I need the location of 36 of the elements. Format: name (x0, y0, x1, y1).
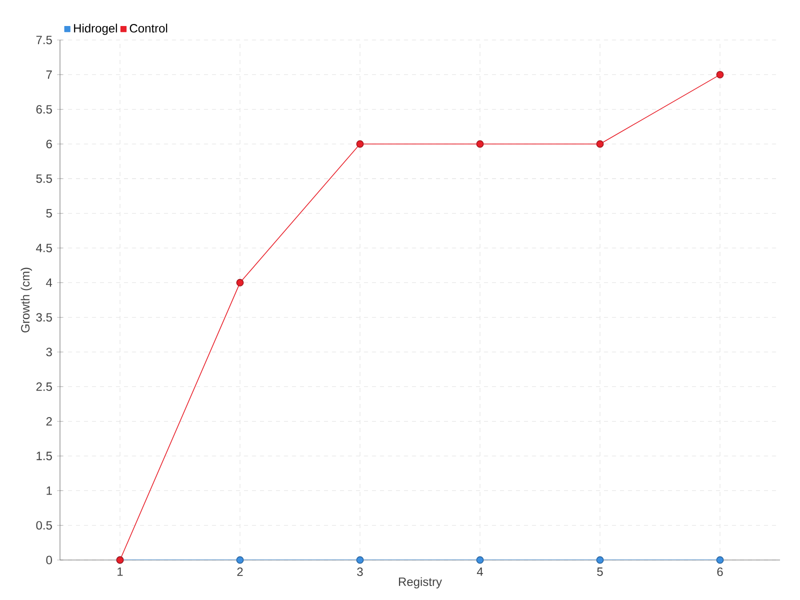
x-tick-label: 2 (237, 568, 243, 576)
y-tick-label: 5 (46, 209, 52, 218)
y-tick-label: 4 (46, 278, 52, 287)
y-tick-label: 2 (46, 417, 52, 426)
y-tick-label: 6.5 (36, 105, 52, 114)
point (596, 556, 604, 564)
x-tick-label: 5 (597, 568, 603, 576)
point (356, 140, 364, 148)
y-tick-label: 3 (46, 348, 52, 356)
point (236, 556, 244, 564)
x-axis-title: Registry (398, 577, 442, 588)
y-tick-label: 5.5 (36, 174, 52, 183)
y-tick-label: 1.5 (36, 452, 52, 460)
point (716, 70, 724, 78)
x-tick-label: 1 (118, 568, 123, 576)
y-tick-label: 0.5 (36, 521, 52, 530)
y-tick-label: 7 (46, 70, 52, 79)
point (356, 556, 364, 564)
y-tick-label: 0 (46, 556, 52, 564)
x-tick-label: 3 (357, 568, 363, 576)
point (236, 278, 244, 286)
point (716, 556, 724, 564)
y-tick-label: 1 (46, 486, 52, 495)
legend-label: Control (130, 24, 168, 33)
x-tick-label: 4 (476, 568, 483, 576)
y-tick-label: 7.5 (36, 36, 52, 44)
y-tick-label: 3.5 (36, 313, 52, 322)
y-tick-label: 2.5 (36, 382, 52, 391)
y-tick-label: 6 (46, 140, 52, 148)
point (476, 140, 484, 148)
y-tick-label: 4.5 (36, 244, 52, 252)
point (476, 556, 484, 564)
y-axis-title: Growth (cm) (20, 268, 32, 332)
legend-label: Hidrogel (74, 24, 117, 35)
point (596, 140, 604, 148)
x-tick-label: 6 (717, 568, 723, 576)
